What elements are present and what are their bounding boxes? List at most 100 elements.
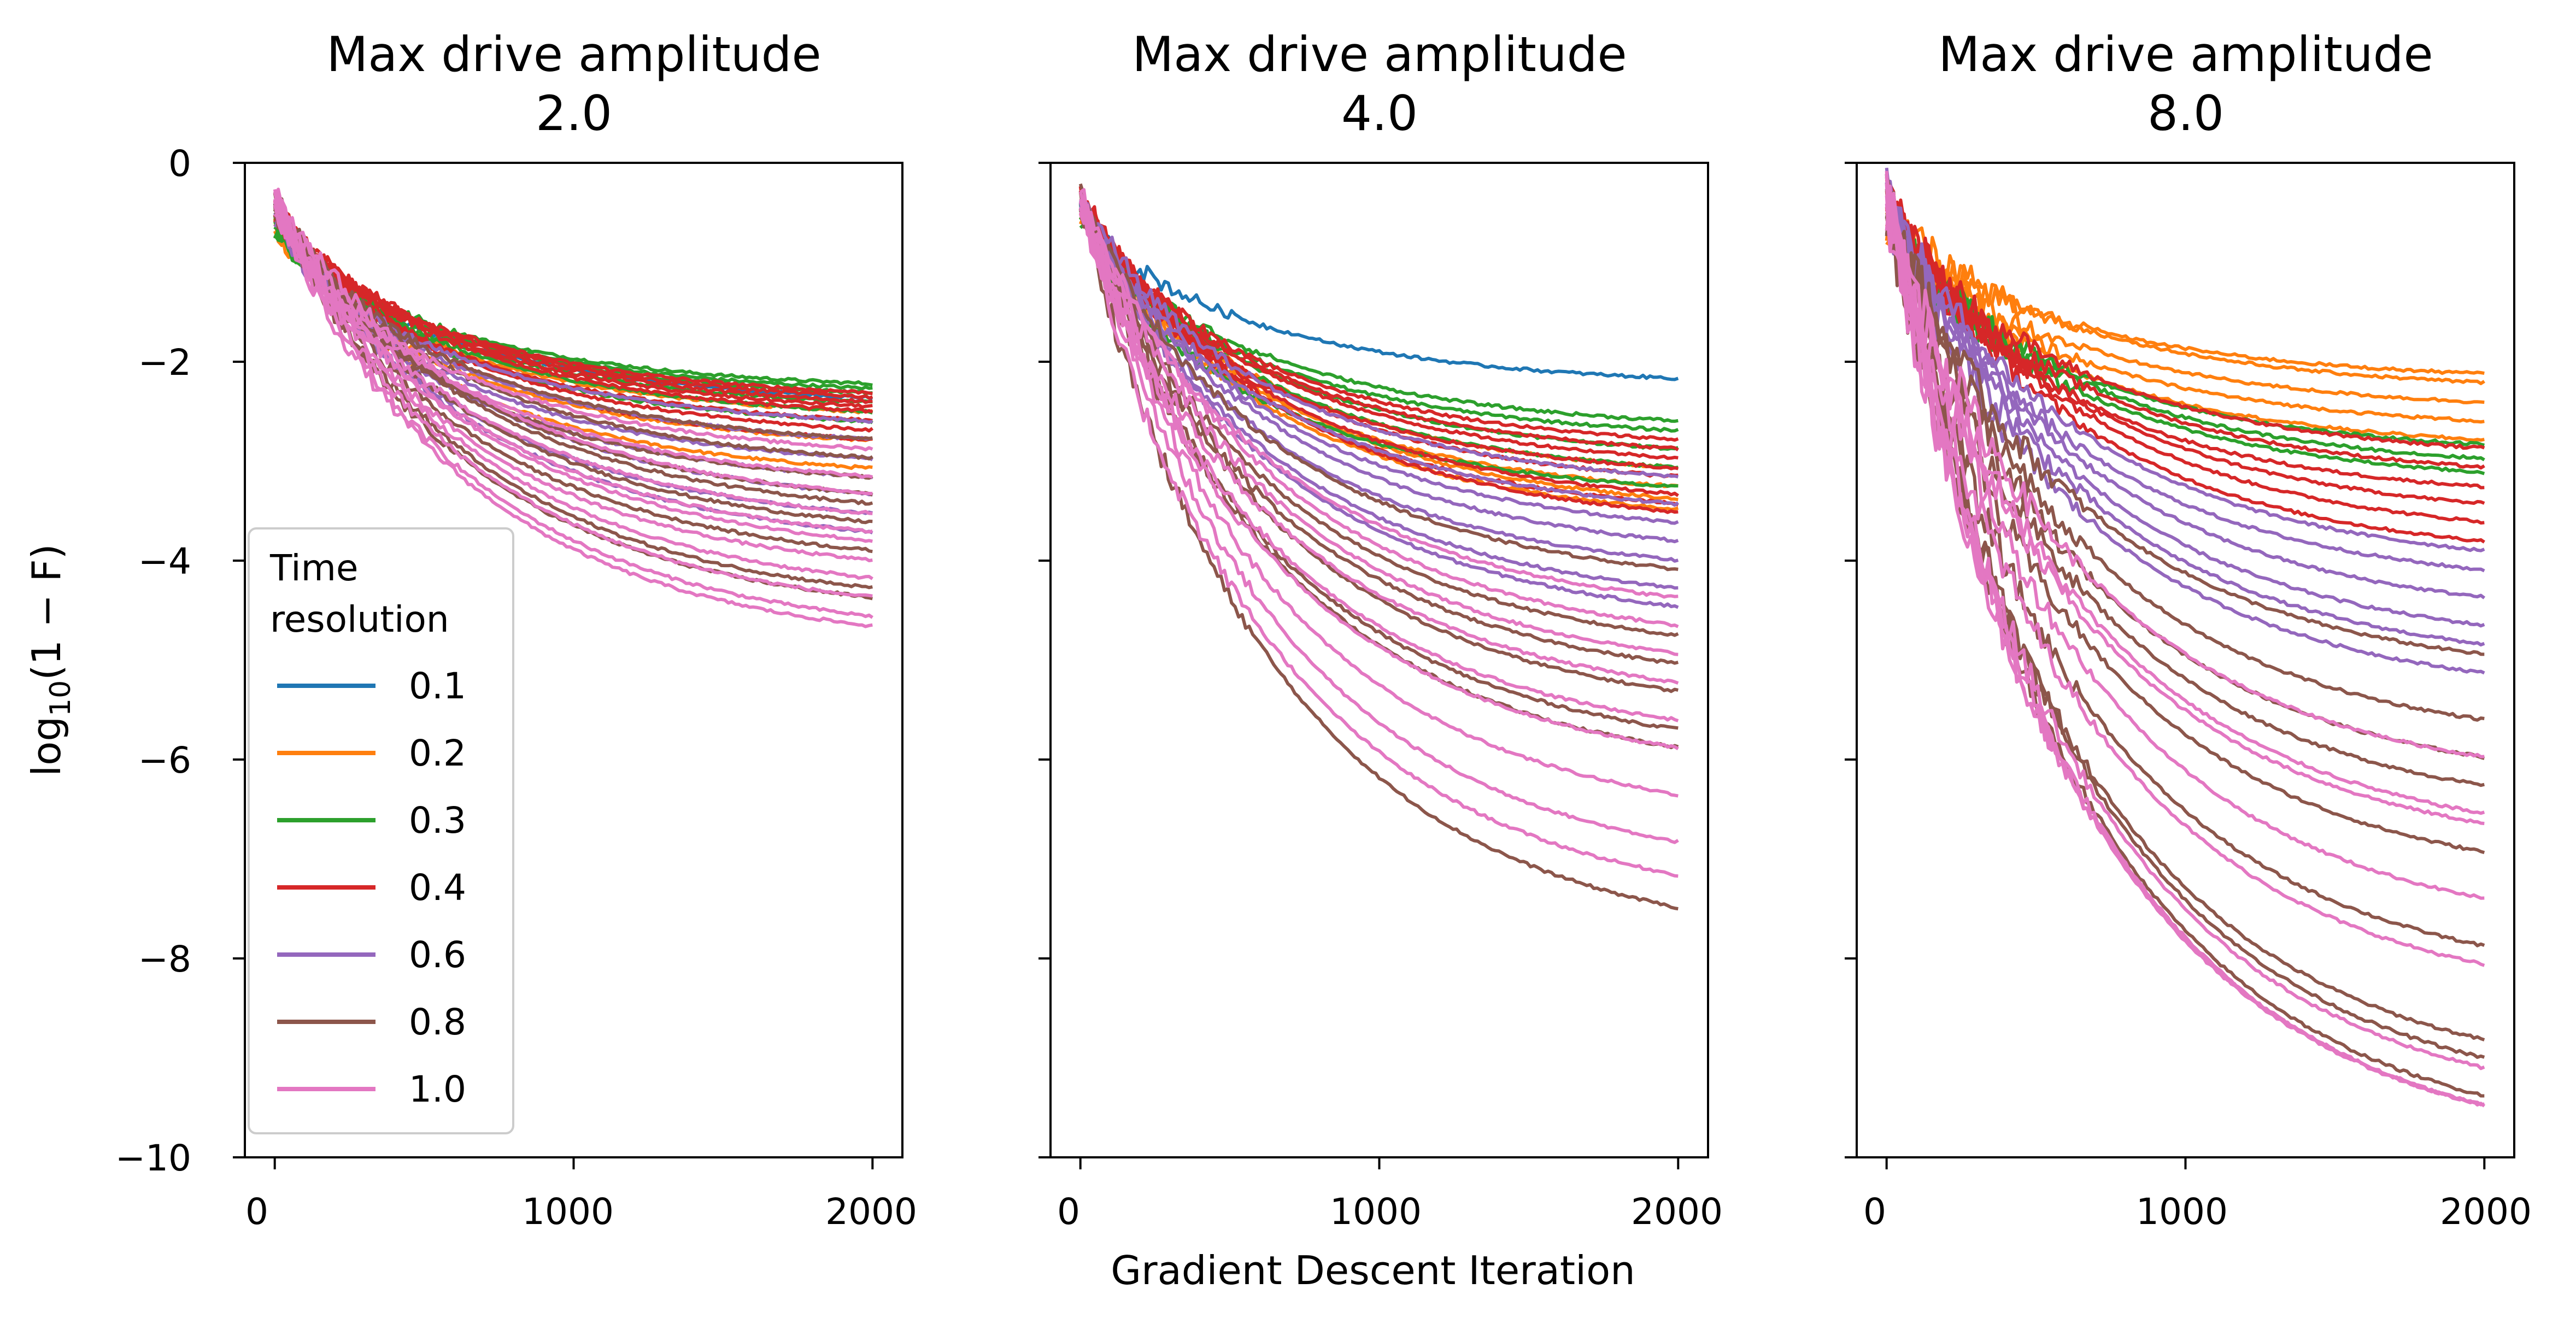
series-line-1_0 <box>1078 203 1679 685</box>
panel-1-title: Max drive amplitude 2.0 <box>326 26 821 142</box>
xtick-label: 1000 <box>522 1191 614 1233</box>
series-line-0_6 <box>1079 192 1679 544</box>
legend-label: 0.1 <box>409 665 466 707</box>
legend-entry: 0.4 <box>277 867 466 909</box>
series-line-0_6 <box>1079 199 1679 479</box>
series-line-1_0 <box>1078 201 1679 844</box>
series-line-1_0 <box>1078 198 1679 722</box>
series-line-0_4 <box>273 202 874 433</box>
panel-2-xtick-labels: 0 1000 2000 <box>1057 1191 1723 1233</box>
series-line-1_0 <box>1885 183 2485 758</box>
legend-entry: 0.3 <box>277 799 466 842</box>
series-line-0_3 <box>1079 215 1679 488</box>
ytick-label: 0 <box>168 143 191 185</box>
panel-3-title: Max drive amplitude 8.0 <box>1938 26 2433 142</box>
series-line-0_4 <box>273 201 873 414</box>
legend-title-line2: resolution <box>270 598 449 640</box>
legend-box <box>248 527 514 1134</box>
series-line-1_0 <box>1078 207 1679 878</box>
panel-3-ticks <box>1845 162 2486 1169</box>
series-line-1_0 <box>1079 202 1679 750</box>
legend-label: 1.0 <box>409 1068 466 1110</box>
panel-2-title: Max drive amplitude 4.0 <box>1132 26 1627 142</box>
panel-3-title-line1: Max drive amplitude <box>1938 26 2433 83</box>
legend-entry: 0.6 <box>277 934 466 976</box>
series-line-0_6 <box>1079 207 1679 590</box>
series-line-0_6 <box>1885 185 2485 628</box>
series-line-0_6 <box>1078 202 1679 525</box>
xtick-label: 1000 <box>2136 1191 2228 1233</box>
series-line-0_2 <box>1885 229 2485 404</box>
series-line-0_6 <box>1078 207 1679 507</box>
xtick-label: 1000 <box>1330 1191 1422 1233</box>
panel-2: Max drive amplitude 4.0 0 1000 2000 Grad… <box>1038 26 1723 1293</box>
series-line-0_4 <box>1078 190 1679 460</box>
legend-label: 0.3 <box>409 799 466 842</box>
panel-1-xtick-labels: 0 1000 2000 <box>245 1191 917 1233</box>
xtick-label: 2000 <box>2440 1191 2532 1233</box>
legend: Time resolution 0.1 0.2 0.3 0.4 0.6 0.8 … <box>248 527 514 1134</box>
series-line-0_6 <box>1885 182 2485 552</box>
xtick-label: 0 <box>245 1191 268 1233</box>
panel-1-ytick-labels: 0 −2 −4 −6 −8 −10 <box>115 143 191 1179</box>
legend-title-line1: Time <box>269 547 359 589</box>
series-line-1_0 <box>1078 203 1679 798</box>
legend-entry: 0.2 <box>277 732 466 774</box>
legend-entries: 0.1 0.2 0.3 0.4 0.6 0.8 1.0 <box>277 665 466 1110</box>
series-line-0_1 <box>1078 204 1679 381</box>
series-line-0_4 <box>1885 209 2485 470</box>
series-line-0_8 <box>1078 183 1679 693</box>
series-line-1_0 <box>1885 176 2485 967</box>
panel-2-frame <box>1049 162 1709 1158</box>
legend-entry: 0.8 <box>277 1001 466 1043</box>
y-axis-label: log10(1 − F) <box>24 544 77 776</box>
ytick-label: −2 <box>138 342 191 384</box>
panel-3-title-line2: 8.0 <box>2147 85 2224 142</box>
xtick-label: 0 <box>1863 1191 1886 1233</box>
series-line-0_4 <box>1886 192 2485 525</box>
panel-2-series-group <box>1078 183 1679 911</box>
series-line-1_0 <box>1885 173 2485 900</box>
series-line-0_4 <box>1885 201 2485 544</box>
ytick-label: −4 <box>138 540 191 582</box>
series-line-0_8 <box>273 192 873 440</box>
series-line-0_8 <box>1885 176 2485 1059</box>
series-line-1_0 <box>273 189 873 598</box>
ytick-label: −6 <box>138 739 191 781</box>
series-line-1_0 <box>1078 199 1679 656</box>
series-line-0_8 <box>273 199 873 554</box>
legend-label: 0.6 <box>409 934 466 976</box>
series-line-1_0 <box>1885 203 2485 825</box>
series-line-1_0 <box>1079 188 1679 628</box>
panel-3-xtick-labels: 0 1000 2000 <box>1863 1191 2532 1233</box>
series-line-0_2 <box>1885 179 2485 385</box>
ytick-label: −8 <box>138 938 191 980</box>
xtick-label: 2000 <box>1631 1191 1723 1233</box>
ytick-label: −10 <box>115 1137 191 1179</box>
panel-1-ticks <box>233 162 874 1169</box>
series-line-1_0 <box>274 194 873 543</box>
panel-3-series-group <box>1885 167 2486 1108</box>
panel-1-title-line2: 2.0 <box>536 85 612 142</box>
series-line-1_0 <box>274 209 873 562</box>
series-line-1_0 <box>273 213 873 628</box>
series-line-1_0 <box>1885 170 2485 1107</box>
series-line-0_4 <box>1886 183 2485 450</box>
panel-3-frame <box>1856 162 2515 1158</box>
xtick-label: 2000 <box>825 1191 917 1233</box>
panel-3: Max drive amplitude 8.0 0 1000 2000 <box>1845 26 2532 1233</box>
series-line-0_6 <box>1885 167 2485 647</box>
panel-1: Max drive amplitude 2.0 0 −2 −4 −6 −8 −1… <box>24 26 917 1233</box>
legend-label: 0.2 <box>409 732 466 774</box>
xtick-label: 0 <box>1057 1191 1080 1233</box>
series-line-0_6 <box>1079 192 1679 609</box>
series-line-1_0 <box>273 197 873 580</box>
panel-2-title-line1: Max drive amplitude <box>1132 26 1627 83</box>
panel-2-title-line2: 4.0 <box>1341 85 1418 142</box>
series-line-0_6 <box>1886 179 2486 599</box>
legend-entry: 1.0 <box>277 1068 466 1110</box>
panel-2-ticks <box>1038 162 1680 1169</box>
series-line-1_0 <box>273 187 873 496</box>
panel-1-frame <box>244 162 903 1158</box>
